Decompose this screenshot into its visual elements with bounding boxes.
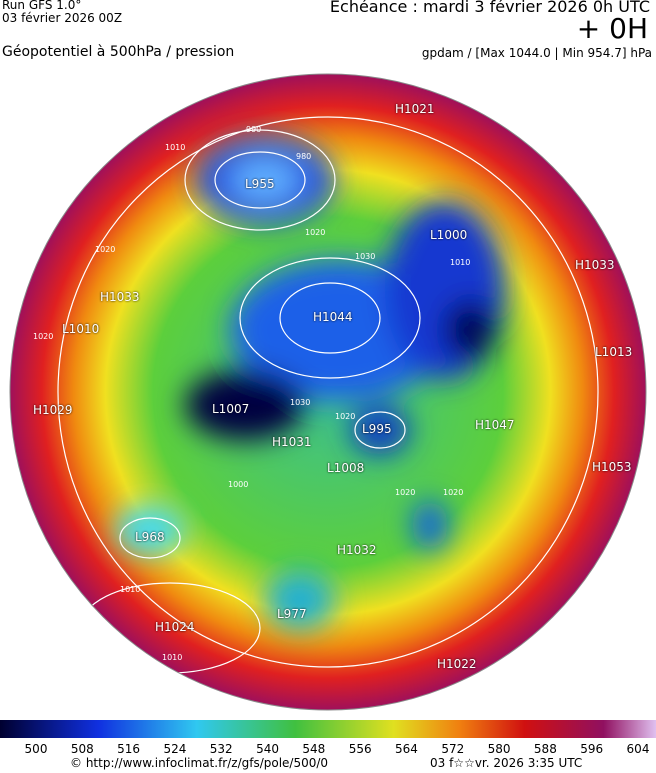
colorbar-label: 604 xyxy=(626,742,650,756)
colorbar-label: 556 xyxy=(348,742,372,756)
contour-label: 1030 xyxy=(355,252,376,261)
pressure-center: L968 xyxy=(135,530,165,544)
pressure-center: H1033 xyxy=(100,290,140,304)
contour-label: 1020 xyxy=(443,488,464,497)
colorbar-label: 564 xyxy=(395,742,418,756)
source: © http://www.infoclimat.fr/z/gfs/pole/50… xyxy=(70,756,329,770)
contour-label: 990 xyxy=(246,125,262,134)
pressure-center: L977 xyxy=(277,607,307,621)
colorbar-label: 500 xyxy=(24,742,48,756)
pressure-center: H1053 xyxy=(592,460,632,474)
field: Géopotentiel à 500hPa / pression xyxy=(2,44,235,60)
pressure-center: L1008 xyxy=(327,461,365,475)
colorbar-label: 596 xyxy=(580,742,604,756)
pressure-center: H1031 xyxy=(272,435,312,449)
contour-label: 1020 xyxy=(305,228,326,237)
colorbar-label: 572 xyxy=(441,742,465,756)
contour-label: 1010 xyxy=(120,585,141,594)
contour-label: 1030 xyxy=(290,398,311,407)
contour-label: 1010 xyxy=(165,143,186,152)
run: Run GFS 1.0° xyxy=(2,0,82,12)
contour-label: 1020 xyxy=(33,332,54,341)
pressure-center: H1029 xyxy=(33,403,73,417)
colorbar xyxy=(0,720,656,738)
pressure-center: H1024 xyxy=(155,620,195,634)
pressure-center: L955 xyxy=(245,177,275,191)
pressure-center: L1007 xyxy=(212,402,250,416)
pressure-center: H1021 xyxy=(395,102,435,116)
colorbar-label: 588 xyxy=(533,742,557,756)
colorbar-label: 548 xyxy=(302,742,326,756)
pressure-center: H1033 xyxy=(575,258,615,272)
echeance: Echéance : mardi 3 février 2026 0h UTC xyxy=(329,0,650,16)
pressure-center: L1010 xyxy=(62,322,100,336)
contour-label: 980 xyxy=(296,152,312,161)
pressure-center: H1032 xyxy=(337,543,377,557)
pressure-center: L1013 xyxy=(595,345,633,359)
colorbar-label: 532 xyxy=(209,742,233,756)
units: gpdam / [Max 1044.0 | Min 954.7] hPa xyxy=(421,46,652,60)
colorbar-label: 580 xyxy=(487,742,511,756)
pressure-center: H1022 xyxy=(437,657,477,671)
generated: 03 f☆☆vr. 2026 3:35 UTC xyxy=(430,756,583,770)
pressure-center: H1047 xyxy=(475,418,515,432)
colorbar-label: 540 xyxy=(256,742,279,756)
pressure-center: L995 xyxy=(362,422,392,436)
contour-label: 1020 xyxy=(95,245,116,254)
contour-label: 1010 xyxy=(450,258,471,267)
colorbar-label: 508 xyxy=(70,742,94,756)
contour-label: 1020 xyxy=(335,412,356,421)
colorbar-label: 516 xyxy=(117,742,141,756)
contour-label: 1010 xyxy=(162,653,183,662)
pressure-center: L1000 xyxy=(430,228,468,242)
offset: + 0H xyxy=(576,12,648,45)
colorbar-label: 524 xyxy=(163,742,187,756)
contour-label: 1000 xyxy=(228,480,249,489)
contour-label: 1020 xyxy=(395,488,416,497)
run-date: 03 février 2026 00Z xyxy=(2,11,123,25)
pressure-center: H1044 xyxy=(313,310,353,324)
